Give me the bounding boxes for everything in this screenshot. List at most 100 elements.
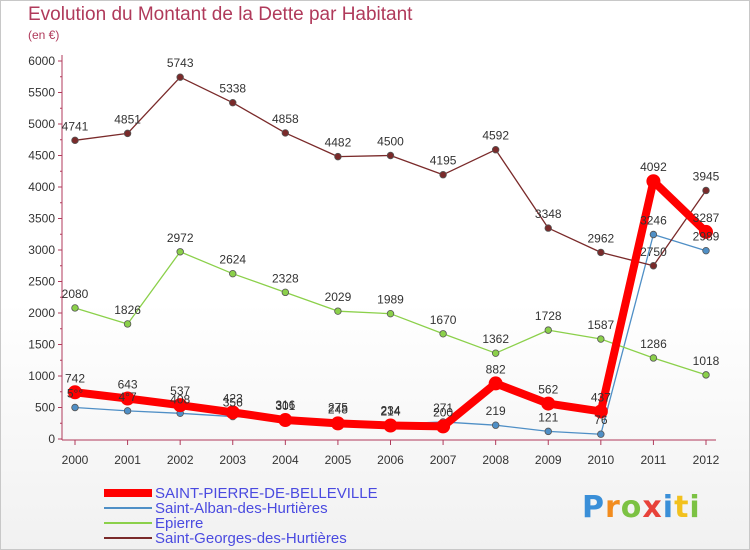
data-label: 2972	[167, 231, 194, 245]
data-point	[225, 405, 240, 420]
data-label: 882	[486, 362, 506, 376]
y-tick-label: 5000	[28, 117, 55, 131]
x-tick-label: 2005	[325, 453, 352, 467]
data-point	[597, 248, 605, 257]
logo-letter: i	[689, 490, 701, 525]
logo-letter: i	[662, 490, 675, 525]
data-point	[702, 371, 710, 379]
data-label: 423	[223, 391, 243, 405]
data-point	[123, 129, 132, 138]
data-point	[176, 248, 184, 256]
data-label: 356	[223, 396, 243, 410]
x-tick-label: 2006	[377, 453, 404, 467]
data-label: 1018	[693, 354, 720, 368]
data-label: 5338	[219, 82, 246, 96]
data-point	[334, 307, 342, 315]
data-label: 234	[380, 403, 400, 417]
legend-entry: Epierre	[155, 515, 203, 532]
x-tick-label: 2001	[114, 453, 141, 467]
data-point	[123, 407, 132, 415]
data-label: 3287	[693, 211, 720, 225]
data-point	[176, 73, 184, 81]
data-label: 742	[65, 371, 85, 385]
data-point	[491, 146, 500, 154]
data-label: 4092	[640, 160, 667, 174]
data-label: 437	[591, 390, 611, 404]
data-label: 275	[328, 401, 348, 415]
data-point	[702, 186, 710, 195]
data-point	[491, 349, 500, 357]
data-label: 3246	[640, 214, 667, 228]
axes: 0 500 1000 1500 2000 2500 3000 3500 4000 4500 5000…	[28, 54, 719, 467]
data-point	[541, 396, 556, 411]
data-point	[281, 288, 290, 297]
x-tick-label: 2000	[62, 453, 89, 467]
data-label: 2029	[325, 290, 352, 304]
x-tick-label: 2008	[482, 453, 509, 467]
logo-letter: r	[605, 490, 621, 525]
data-label: 271	[433, 401, 453, 415]
logo-letter: P	[582, 490, 605, 525]
data-label: 3348	[535, 207, 562, 221]
x-tick-label: 2004	[272, 453, 299, 467]
y-tick-label: 4000	[28, 180, 55, 194]
y-tick-label: 4500	[28, 149, 55, 163]
data-point	[386, 151, 395, 160]
data-point	[597, 335, 605, 343]
x-tick-label: 2007	[430, 453, 457, 467]
data-point	[649, 262, 658, 270]
data-label: 4741	[62, 119, 89, 133]
y-tick-label: 3000	[28, 243, 55, 257]
data-label: 301	[275, 399, 295, 413]
data-label: 1286	[640, 337, 667, 351]
proxiti-logo: Proxiti	[582, 490, 701, 525]
data-point	[699, 224, 713, 239]
data-label: 1989	[377, 293, 404, 307]
data-label: 2080	[62, 287, 89, 301]
data-point	[120, 391, 135, 406]
data-point	[71, 403, 79, 412]
data-label: 1587	[587, 318, 614, 332]
data-label: 2750	[640, 245, 667, 259]
data-label: 4482	[325, 136, 352, 150]
data-point	[386, 309, 395, 318]
data-label: 121	[538, 410, 558, 424]
data-label: 537	[170, 384, 190, 398]
y-tick-label: 1500	[28, 338, 55, 352]
data-point	[173, 398, 188, 413]
data-label: 3945	[693, 169, 720, 183]
data-point	[278, 413, 293, 428]
data-point	[281, 129, 290, 137]
data-point	[229, 269, 237, 278]
data-point	[229, 99, 237, 107]
data-label: 4500	[377, 135, 404, 149]
data-point	[68, 385, 82, 400]
data-label: 76	[594, 413, 608, 427]
data-point	[544, 326, 552, 334]
y-tick-label: 2000	[28, 306, 55, 320]
data-label: 4195	[430, 154, 457, 168]
x-tick-label: 2003	[219, 453, 246, 467]
logo-letter: x	[642, 490, 663, 525]
data-label: 1826	[114, 303, 141, 317]
legend-entry: Saint-Alban-des-Hurtières	[155, 500, 328, 517]
data-label: 1362	[482, 332, 509, 346]
data-point	[488, 376, 503, 391]
data-label: 248	[328, 402, 348, 416]
data-label: 2989	[693, 230, 720, 244]
data-point	[436, 419, 451, 434]
data-label: 562	[538, 383, 558, 397]
data-point	[544, 427, 552, 436]
data-label: 5743	[167, 56, 194, 70]
y-tick-label: 500	[35, 401, 55, 415]
chart-subtitle: (en €)	[28, 28, 60, 42]
data-point	[439, 330, 447, 338]
x-tick-label: 2009	[535, 453, 562, 467]
data-label: 2624	[219, 253, 246, 267]
chart-title: Evolution du Montant de la Dette par Hab…	[28, 4, 413, 25]
data-label: 214	[380, 405, 400, 419]
data-label: 5°°	[67, 387, 83, 401]
x-tick-label: 2012	[693, 453, 720, 467]
data-point	[123, 320, 132, 328]
